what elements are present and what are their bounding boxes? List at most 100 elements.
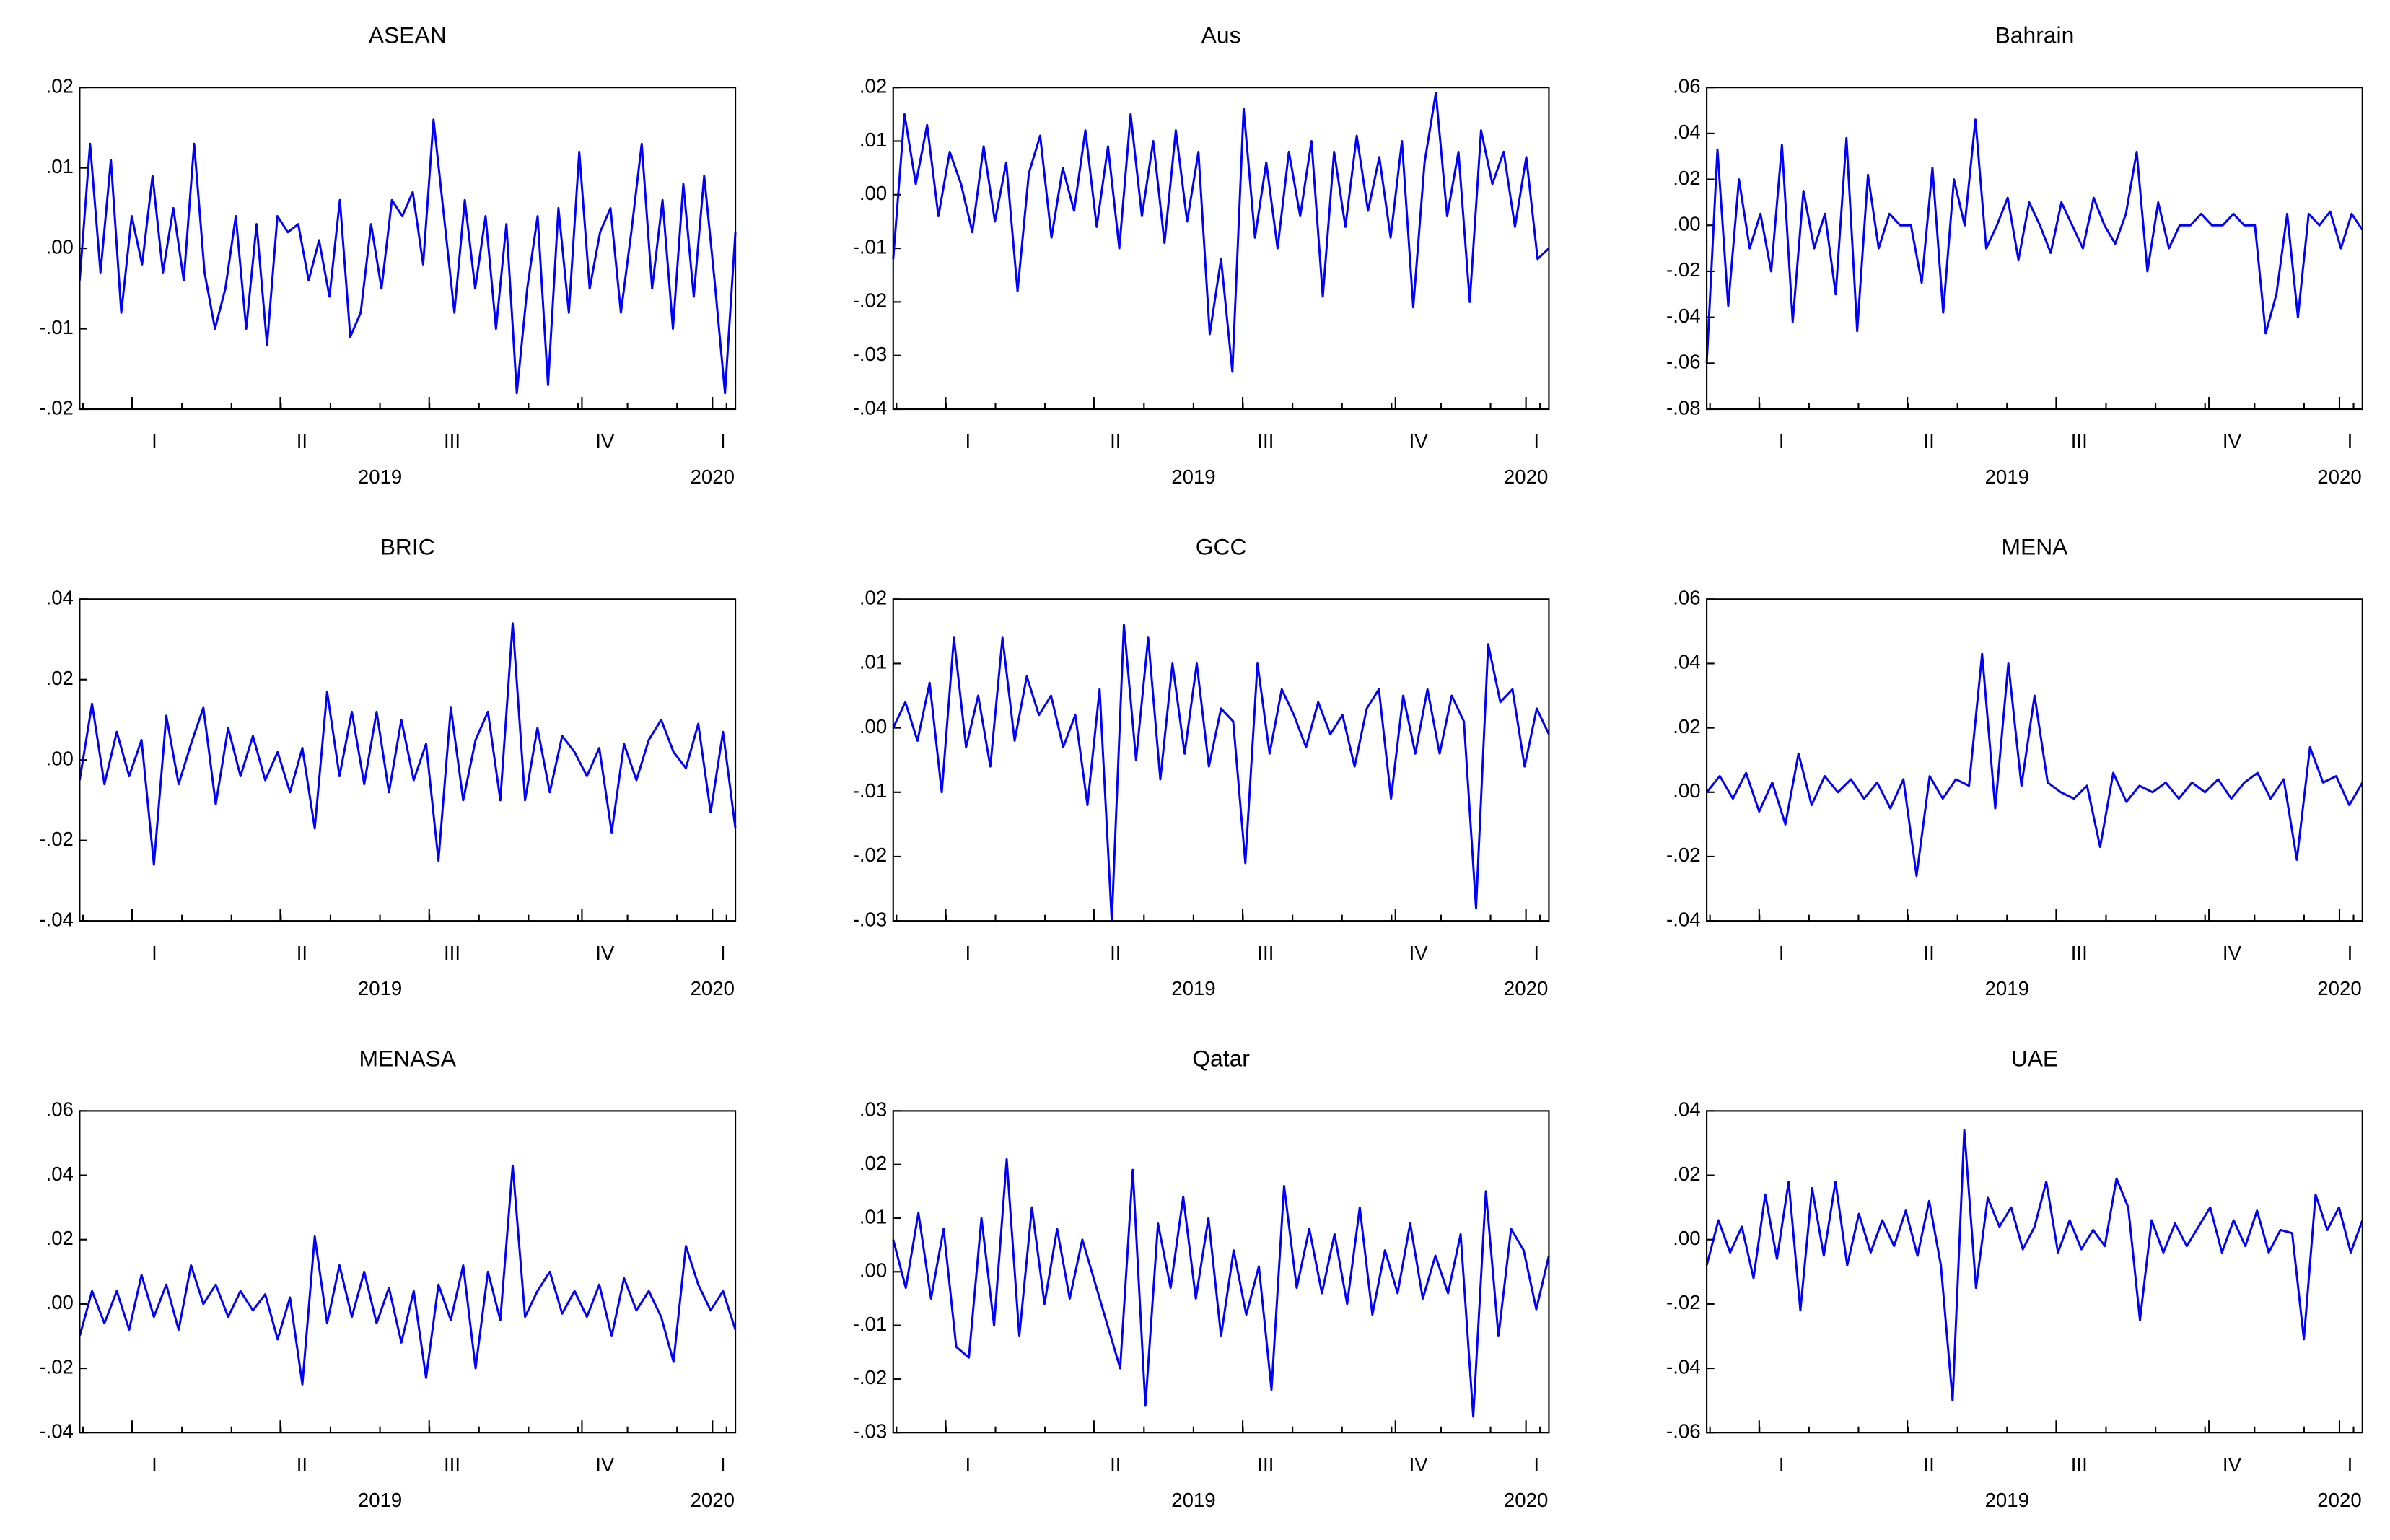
x-tick-label: II bbox=[1110, 1453, 1121, 1476]
year-label: 2020 bbox=[2317, 465, 2361, 488]
x-tick-label: III bbox=[1257, 942, 1274, 964]
x-tick-label: II bbox=[297, 942, 307, 964]
y-tick-label: .02 bbox=[1673, 167, 1700, 189]
chart-title: Qatar bbox=[1192, 1046, 1250, 1072]
y-tick-label: .02 bbox=[859, 74, 887, 97]
y-tick-label: .02 bbox=[1673, 1163, 1700, 1185]
year-label: 2020 bbox=[1504, 465, 1548, 488]
x-tick-label: I bbox=[1533, 1453, 1539, 1476]
x-tick-label: I bbox=[1779, 942, 1785, 964]
y-tick-label: -.03 bbox=[853, 908, 888, 930]
chart-title: Aus bbox=[1201, 22, 1241, 48]
series-line bbox=[1705, 118, 2364, 364]
series-line bbox=[892, 624, 1550, 922]
x-tick-label: I bbox=[966, 1453, 971, 1476]
x-tick-label: III bbox=[444, 942, 460, 964]
y-tick-label: -.03 bbox=[853, 1420, 888, 1443]
y-tick-label: .00 bbox=[46, 747, 74, 769]
x-tick-label: I bbox=[966, 430, 971, 452]
y-tick-label: .02 bbox=[859, 587, 887, 609]
x-tick-label: III bbox=[444, 430, 460, 452]
x-tick-label: I bbox=[152, 942, 157, 964]
y-tick-label: .01 bbox=[859, 128, 887, 151]
series-line bbox=[892, 92, 1550, 373]
y-tick-label: .01 bbox=[859, 1205, 887, 1228]
year-label: 2019 bbox=[1985, 977, 2029, 999]
x-tick-label: I bbox=[152, 430, 157, 452]
x-tick-label: I bbox=[1779, 430, 1785, 452]
plot-frame bbox=[892, 598, 1550, 922]
y-tick-label: -.04 bbox=[1666, 908, 1701, 930]
y-tick-label: -.04 bbox=[39, 908, 74, 930]
y-tick-label: -.02 bbox=[39, 1355, 74, 1378]
y-tick-label: .02 bbox=[46, 667, 74, 689]
x-tick-label: III bbox=[1257, 1453, 1274, 1476]
plot-frame bbox=[892, 87, 1550, 411]
year-label: 2019 bbox=[1171, 977, 1215, 999]
y-tick-label: -.04 bbox=[853, 396, 888, 419]
chart-title: Bahrain bbox=[1995, 22, 2075, 48]
y-tick-label: .04 bbox=[46, 587, 74, 609]
x-tick-label: IV bbox=[595, 1453, 615, 1476]
y-tick-label: -.01 bbox=[39, 316, 74, 338]
plot-frame bbox=[1706, 598, 2363, 922]
x-tick-label: I bbox=[720, 942, 726, 964]
x-tick-label: III bbox=[1257, 430, 1274, 452]
year-label: 2019 bbox=[358, 977, 402, 999]
x-tick-label: II bbox=[1923, 430, 1934, 452]
y-tick-label: -.02 bbox=[1666, 258, 1701, 281]
year-label: 2020 bbox=[2317, 1489, 2361, 1511]
x-tick-label: III bbox=[2071, 1453, 2088, 1476]
y-tick-label: .00 bbox=[859, 715, 887, 738]
x-tick-label: III bbox=[444, 1453, 460, 1476]
x-tick-label: I bbox=[720, 430, 726, 452]
y-tick-label: .02 bbox=[46, 74, 74, 97]
y-tick-label: .04 bbox=[1673, 121, 1700, 143]
x-tick-label: IV bbox=[595, 942, 615, 964]
y-tick-label: -.04 bbox=[1666, 1355, 1701, 1378]
y-tick-label: .02 bbox=[46, 1227, 74, 1249]
y-tick-label: .02 bbox=[1673, 715, 1700, 738]
y-tick-label: .00 bbox=[859, 182, 887, 204]
x-tick-label: IV bbox=[1409, 942, 1429, 964]
x-tick-label: IV bbox=[1409, 1453, 1429, 1476]
y-tick-label: -.06 bbox=[1666, 351, 1701, 373]
y-tick-label: .01 bbox=[859, 651, 887, 673]
chart-title: ASEAN bbox=[369, 22, 447, 48]
y-tick-label: -.08 bbox=[1666, 396, 1701, 419]
x-tick-label: I bbox=[1533, 430, 1539, 452]
year-label: 2020 bbox=[691, 465, 735, 488]
y-tick-label: -.04 bbox=[1666, 305, 1701, 327]
x-tick-label: I bbox=[966, 942, 971, 964]
chart-title: UAE bbox=[2011, 1046, 2058, 1072]
y-tick-label: .01 bbox=[46, 155, 74, 178]
y-tick-label: .00 bbox=[859, 1259, 887, 1282]
chart-title: MENA bbox=[2001, 534, 2068, 560]
year-label: 2020 bbox=[1504, 977, 1548, 999]
x-tick-label: I bbox=[2347, 942, 2353, 964]
x-tick-label: I bbox=[152, 1453, 157, 1476]
x-tick-label: IV bbox=[1409, 430, 1429, 452]
y-tick-label: .03 bbox=[859, 1098, 887, 1121]
x-tick-label: I bbox=[1779, 1453, 1785, 1476]
y-tick-label: -.03 bbox=[853, 343, 888, 365]
y-tick-label: -.02 bbox=[39, 828, 74, 850]
y-tick-label: -.02 bbox=[39, 396, 74, 419]
y-tick-label: -.06 bbox=[1666, 1420, 1701, 1443]
y-tick-label: -.01 bbox=[853, 779, 888, 802]
y-tick-label: -.02 bbox=[1666, 1291, 1701, 1313]
series-line bbox=[1705, 1129, 2364, 1402]
y-tick-label: -.01 bbox=[853, 235, 888, 258]
y-tick-label: .00 bbox=[1673, 779, 1700, 802]
y-tick-label: .00 bbox=[1673, 1227, 1700, 1249]
plot-frame bbox=[79, 87, 737, 411]
chart-title: MENASA bbox=[359, 1046, 457, 1072]
plot-frame bbox=[892, 1110, 1550, 1434]
x-tick-label: IV bbox=[2223, 942, 2242, 964]
y-tick-label: .06 bbox=[46, 1098, 74, 1121]
y-tick-label: -.01 bbox=[853, 1313, 888, 1335]
x-tick-label: I bbox=[2347, 430, 2353, 452]
year-label: 2020 bbox=[691, 977, 735, 999]
x-tick-label: III bbox=[2071, 430, 2088, 452]
